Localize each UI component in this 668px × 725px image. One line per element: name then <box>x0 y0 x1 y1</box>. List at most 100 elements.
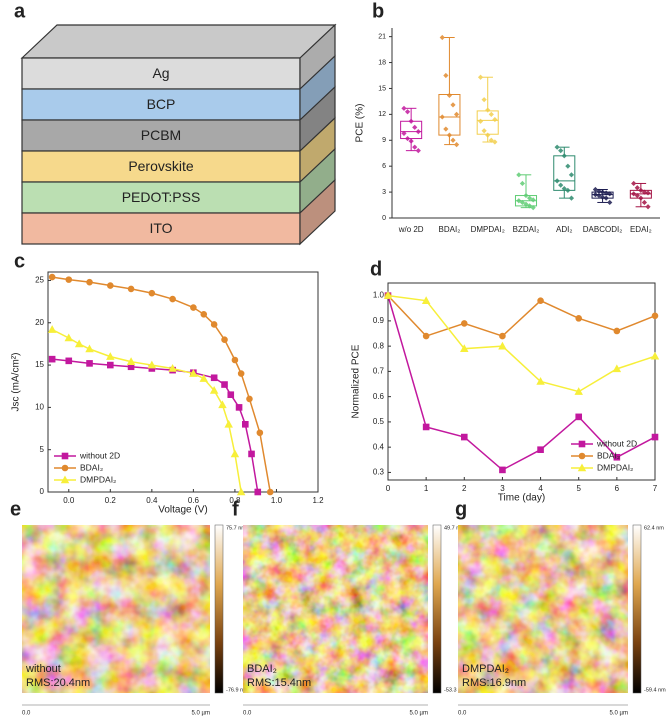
marker <box>147 360 157 369</box>
rms-label: RMS:16.9nm <box>462 677 526 689</box>
marker <box>230 449 240 458</box>
marker <box>209 386 219 394</box>
data-point <box>634 192 640 199</box>
data-point <box>443 126 449 132</box>
marker <box>460 320 468 327</box>
data-point <box>412 144 418 150</box>
data-point <box>599 189 606 195</box>
series-line <box>387 294 656 393</box>
data-point <box>450 102 456 108</box>
data-point <box>638 187 644 193</box>
legend-marker <box>61 464 69 472</box>
marker <box>85 344 94 353</box>
legend-label: without 2D <box>79 450 120 460</box>
x-tick-label: 0 <box>386 484 391 493</box>
x-tick-label: 0.2 <box>105 496 117 505</box>
marker <box>613 327 621 335</box>
marker <box>537 446 544 453</box>
y-tick-label: 0.9 <box>373 316 385 325</box>
marker <box>210 374 218 382</box>
x-tick-label: 1.0 <box>271 496 283 505</box>
rms-label: RMS:20.4nm <box>26 677 90 689</box>
marker <box>266 488 274 496</box>
data-point <box>516 172 522 178</box>
scale-end: 5.0 µm <box>192 711 210 717</box>
marker <box>422 332 430 340</box>
x-tick-label: 0.4 <box>146 496 158 505</box>
marker <box>199 374 209 382</box>
marker <box>422 423 430 431</box>
data-point <box>481 97 487 103</box>
y-tick-label: 0.5 <box>373 417 385 426</box>
colorbar-min: -59.4 nm <box>644 687 666 693</box>
marker <box>47 325 57 333</box>
colorbar <box>432 524 442 694</box>
marker <box>537 297 544 304</box>
y-tick-label: 0.6 <box>373 392 385 401</box>
y-tick-label: 10 <box>35 402 44 411</box>
x-tick-label: 3 <box>500 484 505 493</box>
data-point <box>530 197 536 203</box>
layer-label: Ag <box>152 65 169 81</box>
marker <box>248 450 255 458</box>
legend-label: DMPDAI₂ <box>80 474 116 484</box>
data-point <box>603 195 609 201</box>
data-point <box>554 178 560 184</box>
y-tick-label: 1.0 <box>373 291 385 300</box>
data-point <box>596 188 602 194</box>
marker <box>218 400 227 409</box>
data-point <box>565 187 571 193</box>
data-point <box>401 105 407 111</box>
data-point <box>523 192 529 199</box>
marker <box>612 364 622 373</box>
marker <box>235 404 243 411</box>
marker <box>64 333 74 342</box>
marker <box>65 276 73 283</box>
sample-label: BDAI₂ <box>247 663 277 675</box>
data-point <box>596 192 602 199</box>
data-point <box>519 199 526 206</box>
marker <box>574 387 583 395</box>
data-point <box>408 118 414 124</box>
data-point <box>477 118 484 124</box>
y-tick-label: 18 <box>378 59 386 66</box>
y-tick-label: 3 <box>382 189 386 196</box>
x-tick-label: 7 <box>653 484 658 493</box>
marker <box>106 352 115 360</box>
data-point <box>453 111 460 117</box>
marker <box>48 273 56 281</box>
colorbar-min: -53.3 nm <box>444 687 466 693</box>
sample-label: DMPDAI₂ <box>462 663 509 675</box>
data-point <box>516 198 522 204</box>
legend-label: BDAI₂ <box>597 450 620 460</box>
data-point <box>404 135 411 142</box>
marker <box>107 361 114 369</box>
x-tick-label: 4 <box>538 484 543 493</box>
legend-marker <box>578 452 586 460</box>
data-point <box>558 148 564 154</box>
data-point <box>645 204 651 210</box>
marker <box>246 395 253 403</box>
x-tick-label: BZDAI₂ <box>513 225 540 234</box>
data-point <box>561 153 567 159</box>
marker <box>254 488 262 496</box>
stack-top <box>20 24 337 59</box>
y-tick-label: 20 <box>35 318 44 327</box>
data-point <box>488 137 494 143</box>
x-tick-label: EDAI₂ <box>630 225 652 234</box>
marker <box>65 357 73 365</box>
x-tick-label: 0.0 <box>63 496 75 505</box>
data-point <box>526 203 533 209</box>
data-point <box>607 199 613 206</box>
marker <box>536 377 545 385</box>
y-tick-label: 5 <box>40 445 45 454</box>
marker <box>221 381 228 388</box>
legend-label: BDAI₂ <box>80 462 103 472</box>
marker <box>86 278 93 286</box>
data-point <box>453 141 460 148</box>
marker <box>460 433 468 441</box>
data-point <box>568 172 575 178</box>
marker <box>575 413 583 421</box>
data-point <box>592 192 599 198</box>
